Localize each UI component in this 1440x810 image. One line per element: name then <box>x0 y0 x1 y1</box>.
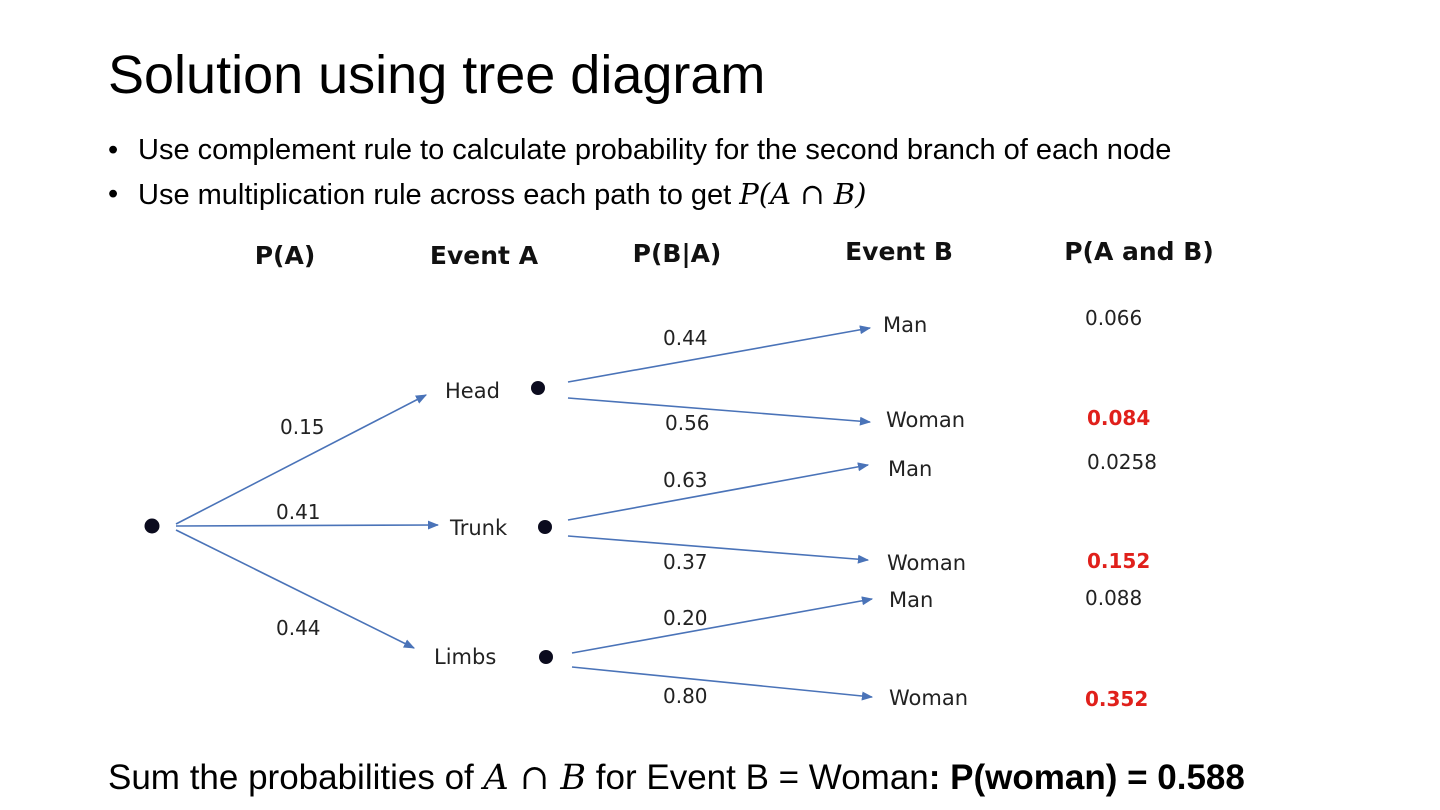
slide-title: Solution using tree diagram <box>108 45 766 105</box>
event-a-head: Head <box>445 379 500 403</box>
event-b-trunk-woman: Woman <box>887 551 966 575</box>
bullet-text: Use complement rule to calculate probabi… <box>138 134 1172 166</box>
joint-head-woman: 0.084 <box>1087 406 1150 430</box>
header-pab: P(A and B) <box>1064 237 1214 266</box>
p-trunk: 0.41 <box>276 500 321 524</box>
p-limbs-man: 0.20 <box>663 606 708 630</box>
p-limbs-woman: 0.80 <box>663 684 708 708</box>
event-a-limbs: Limbs <box>434 645 496 669</box>
branch-line-trunk <box>175 520 440 530</box>
header-event-b: Event B <box>845 237 953 266</box>
event-b-limbs-man: Man <box>889 588 933 612</box>
summary-line: Sum the probabilities of A ∩ B for Event… <box>108 752 1245 804</box>
branch-line-limbs-woman <box>571 666 874 701</box>
bullet-list: • Use complement rule to calculate probab… <box>108 128 1171 217</box>
event-b-trunk-man: Man <box>888 457 932 481</box>
root-node <box>144 518 160 534</box>
summary-result: P(woman) = 0.588 <box>950 758 1245 797</box>
bullet-item: • Use complement rule to calculate probab… <box>108 128 1171 172</box>
bullet-item: • Use multiplication rule across each pat… <box>108 172 1171 217</box>
branch-line-limbs <box>175 529 416 649</box>
summary-middle: for Event B = Woman <box>586 758 929 797</box>
branch-line-trunk-man <box>567 462 870 521</box>
p-head: 0.15 <box>280 415 325 439</box>
branch-line-head-man <box>567 325 872 383</box>
header-pba: P(B|A) <box>633 239 722 268</box>
node-trunk <box>538 520 552 534</box>
bullet-dot: • <box>108 178 119 210</box>
branch-line-head-woman <box>567 397 872 426</box>
tree-diagram: P(A) Event A P(B|A) Event B P(A and B) 0… <box>144 237 1214 711</box>
branch-line-trunk-woman <box>567 535 870 564</box>
branch-line-head <box>175 394 427 525</box>
node-limbs <box>539 650 553 664</box>
event-b-head-woman: Woman <box>886 408 965 432</box>
joint-trunk-woman: 0.152 <box>1087 549 1150 573</box>
node-head <box>531 381 545 395</box>
branch-line-limbs-man <box>571 596 874 654</box>
p-head-man: 0.44 <box>663 326 708 350</box>
summary-prefix: Sum the probabilities of <box>108 758 484 797</box>
header-event-a: Event A <box>430 241 539 270</box>
joint-head-man: 0.066 <box>1085 306 1142 330</box>
bullet-dot: • <box>108 134 119 166</box>
joint-limbs-woman: 0.352 <box>1085 687 1148 711</box>
summary-math: A ∩ B <box>483 758 587 798</box>
bullet-text: Use multiplication rule across each path… <box>138 179 740 211</box>
p-head-woman: 0.56 <box>665 411 710 435</box>
event-b-head-man: Man <box>883 313 927 337</box>
joint-trunk-man: 0.0258 <box>1087 450 1157 474</box>
event-b-limbs-woman: Woman <box>889 686 968 710</box>
joint-limbs-man: 0.088 <box>1085 586 1142 610</box>
p-trunk-man: 0.63 <box>663 468 708 492</box>
p-trunk-woman: 0.37 <box>663 550 708 574</box>
event-a-trunk: Trunk <box>449 516 508 540</box>
bullet-math: P(A ∩ B) <box>739 177 867 211</box>
header-pa: P(A) <box>255 241 316 270</box>
p-limbs: 0.44 <box>276 616 321 640</box>
summary-colon: : <box>928 758 951 797</box>
